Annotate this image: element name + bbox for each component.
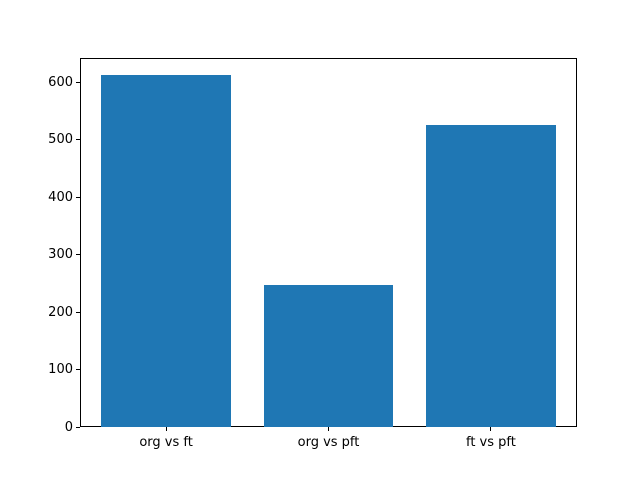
x-tick-mark bbox=[490, 427, 492, 431]
x-tick-mark bbox=[328, 427, 329, 431]
y-tick-mark bbox=[76, 196, 80, 198]
y-tick-mark bbox=[76, 426, 80, 428]
y-tick-label: 100 bbox=[48, 362, 73, 378]
y-tick-label: 600 bbox=[48, 74, 73, 90]
y-tick-mark bbox=[76, 254, 80, 256]
y-tick-mark bbox=[76, 311, 80, 313]
y-tick-mark bbox=[76, 369, 80, 371]
y-tick-label: 200 bbox=[48, 304, 73, 320]
y-tick-label: 300 bbox=[48, 247, 73, 263]
x-tick-label: org vs ft bbox=[139, 435, 193, 450]
bar bbox=[425, 124, 556, 427]
bar bbox=[101, 74, 232, 427]
y-tick-label: 500 bbox=[48, 132, 73, 148]
x-tick-label: org vs pft bbox=[297, 435, 360, 450]
x-tick-mark bbox=[165, 427, 167, 431]
y-tick-mark bbox=[76, 139, 80, 141]
y-tick-label: 0 bbox=[64, 419, 73, 435]
y-tick-label: 400 bbox=[48, 189, 73, 205]
y-tick-mark bbox=[76, 81, 80, 83]
bar bbox=[263, 285, 394, 427]
x-tick-label: ft vs pft bbox=[465, 435, 516, 450]
